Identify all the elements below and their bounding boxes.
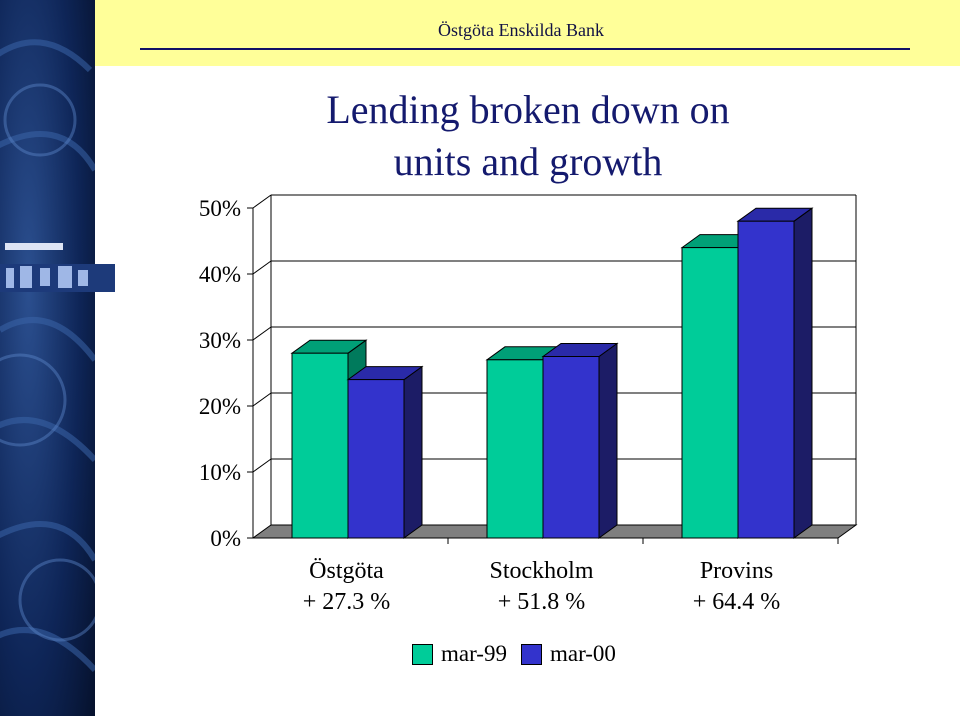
sidebar-art-tab [95, 264, 115, 292]
gridline-side [252, 326, 272, 341]
y-tick-label: 30% [199, 328, 241, 353]
chart-legend: mar-99 mar-00 [412, 640, 630, 668]
bar-mar-00-1 [542, 356, 600, 539]
bar-mar-00-0 [347, 379, 405, 539]
x-category-sublabel: + 51.8 % [498, 589, 586, 615]
legend-swatch-mar-99 [412, 643, 433, 665]
legend-swatch-mar-00 [520, 643, 542, 665]
header-band [95, 0, 960, 66]
gridline-side [252, 458, 272, 473]
title-line-2: units and growth [393, 139, 663, 184]
chart-labels: 0% 10% 20% 30% 40% 50% Östgöta + 27.3 % Stockhol… [199, 196, 780, 615]
sidebar-decoration [0, 0, 95, 716]
bar-mar-00-0-side [403, 365, 423, 539]
chart-bars [290, 207, 814, 539]
y-tick-label: 40% [199, 262, 241, 287]
y-tick-label: 20% [199, 394, 241, 419]
legend-label-mar-00: mar-00 [549, 641, 616, 666]
slide-title: Lending broken down on units and growth [258, 84, 798, 188]
sidebar-art [0, 0, 95, 716]
header-rule [140, 48, 910, 50]
bar-mar-00-2-side [793, 207, 813, 539]
gridline-side [252, 194, 272, 209]
x-category-sublabel: + 64.4 % [693, 589, 781, 615]
gridline-side [252, 392, 272, 407]
bank-name: Östgöta Enskilda Bank [438, 20, 604, 40]
gridline-side [252, 260, 272, 275]
x-category-sublabel: + 27.3 % [303, 589, 391, 615]
x-category-label: Östgöta [309, 558, 384, 584]
x-category-label: Stockholm [489, 558, 593, 584]
bar-mar-00-1-side [598, 342, 618, 539]
title-line-1: Lending broken down on [326, 87, 730, 132]
y-tick-label: 50% [199, 196, 241, 221]
legend-label-mar-99: mar-99 [441, 641, 507, 666]
bar-mar-99-2 [681, 247, 739, 539]
y-tick-label: 10% [199, 460, 241, 485]
x-category-label: Provins [700, 558, 773, 584]
y-tick-label: 0% [210, 526, 241, 551]
bar-mar-99-0 [291, 352, 349, 539]
bar-mar-99-1 [486, 359, 544, 539]
bar-mar-00-2 [737, 220, 795, 539]
